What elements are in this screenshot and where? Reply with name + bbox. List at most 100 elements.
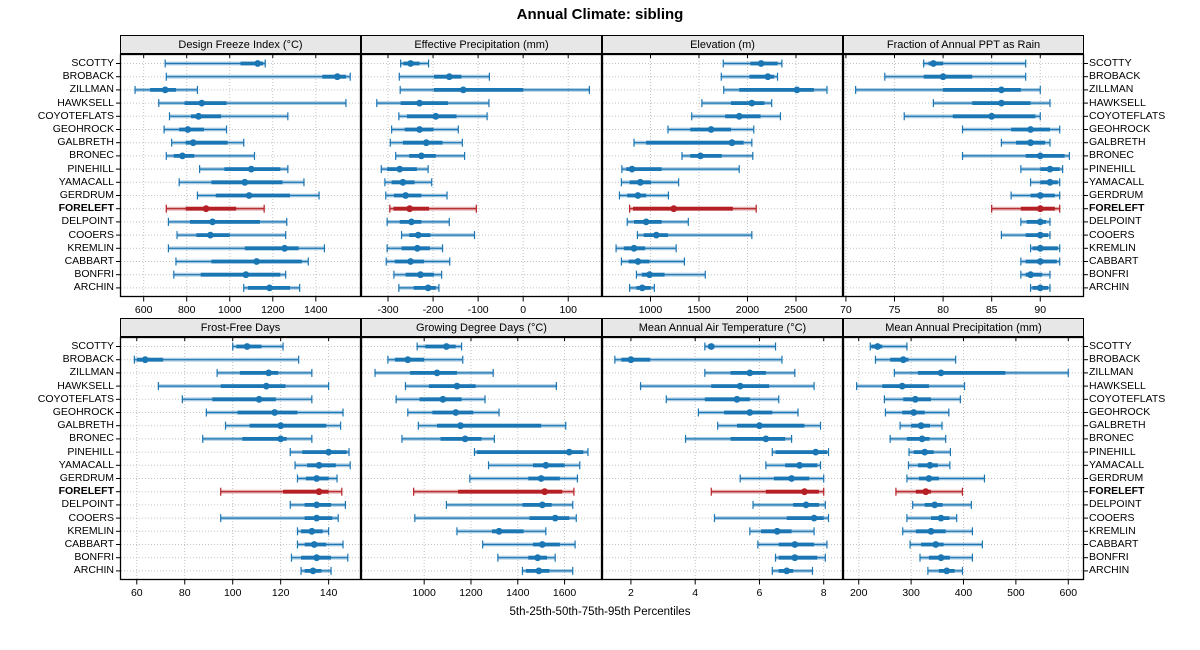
median-dot [927, 527, 935, 535]
median-dot [313, 501, 321, 509]
station-label: BROBACK [1089, 353, 1141, 366]
station-label: BRONEC [1089, 432, 1134, 445]
percentile-bar-BROBACK [720, 72, 779, 81]
station-label: DELPOINT [1089, 215, 1142, 228]
percentile-bar-FORELEFT [895, 487, 964, 496]
median-dot [646, 271, 653, 279]
median-dot [241, 178, 249, 186]
x-tick-label: 60 [131, 587, 143, 599]
percentile-bar-COYOTEFLATS [181, 395, 313, 404]
station-label: GERDRUM [1089, 472, 1144, 484]
median-dot [445, 73, 453, 81]
percentile-bar-KREMLIN [456, 527, 547, 536]
percentile-bar-ZILLMAN [134, 85, 199, 94]
percentile-bar-ZILLMAN [399, 85, 590, 94]
panel-strip-title: Elevation (m) [690, 38, 755, 51]
percentile-bar-YAMACALL [487, 461, 581, 470]
median-dot [746, 409, 754, 416]
median-dot [628, 165, 636, 173]
median-dot [333, 73, 341, 81]
median-dot [535, 567, 543, 575]
median-dot [277, 435, 285, 443]
percentile-bar-HAWKSELL [158, 99, 347, 108]
percentile-bar-ARCHIN [521, 566, 574, 575]
percentile-bar-BONFRI [774, 553, 826, 562]
median-dot [937, 554, 945, 562]
median-dot [414, 231, 422, 239]
panel-strip-title: Mean Annual Air Temperature (°C) [638, 321, 807, 334]
x-tick-label: 0 [520, 304, 526, 316]
median-dot [459, 86, 467, 94]
median-dot [313, 475, 321, 482]
x-tick-label: 1000 [412, 587, 436, 599]
median-dot [911, 395, 919, 403]
station-label: PINEHILL [67, 445, 114, 458]
median-dot [1036, 258, 1044, 265]
percentile-bar-YAMACALL [294, 461, 351, 470]
median-dot [926, 461, 934, 469]
median-dot [921, 448, 929, 456]
station-label: PINEHILL [1089, 445, 1136, 458]
station-label: GALBRETH [1089, 419, 1146, 432]
percentile-bar-PINEHILL [1020, 165, 1064, 174]
percentile-bar-FORELEFT [629, 204, 757, 213]
median-dot [277, 422, 285, 430]
percentile-bar-BONFRI [173, 270, 287, 279]
percentile-bar-ZILLMAN [216, 368, 313, 377]
median-dot [189, 139, 197, 147]
panel-border [842, 53, 1085, 298]
station-label: BRONEC [69, 149, 114, 162]
percentile-bar-COOERS [220, 514, 339, 523]
axis-caption: 5th-25th-50th-75th-95th Percentiles [509, 606, 691, 618]
percentile-bar-CABBART [175, 257, 309, 266]
median-dot [756, 422, 763, 430]
percentile-bar-HAWKSELL [376, 99, 490, 108]
median-dot [422, 139, 430, 147]
percentile-bar-HAWKSELL [404, 382, 557, 391]
station-label: ARCHIN [1089, 281, 1130, 294]
percentile-bar-HAWKSELL [157, 382, 330, 391]
percentile-bar-BRONEC [681, 151, 754, 160]
station-label: GERDRUM [59, 472, 114, 484]
percentile-bar-PINEHILL [771, 448, 830, 457]
x-tick-label: 100 [224, 587, 242, 599]
percentile-bar-PINEHILL [289, 448, 350, 457]
median-dot [255, 395, 263, 403]
percentile-bar-GERDRUM [196, 191, 320, 200]
percentile-bar-GEOHROCK [884, 408, 950, 417]
station-label: COOERS [1089, 228, 1135, 241]
percentile-bar-COYOTEFLATS [398, 112, 488, 121]
station-label: BROBACK [62, 70, 114, 83]
median-dot [209, 218, 216, 226]
median-dot [735, 112, 743, 120]
percentile-bar-ARCHIN [243, 283, 301, 292]
median-dot [406, 205, 414, 213]
percentile-bar-KREMLIN [749, 527, 815, 536]
panel-Elevation (m): 1000 1500 2000 2500 [601, 53, 844, 316]
median-dot [707, 343, 715, 350]
panel-strip: Mean Annual Air Temperature (°C) [602, 318, 843, 337]
median-dot [399, 178, 407, 186]
percentile-bar-GERDRUM [1010, 191, 1061, 200]
median-dot [313, 554, 321, 562]
median-dot [424, 284, 432, 292]
station-label: ZILLMAN [69, 83, 114, 96]
x-tick-label: 1200 [459, 587, 483, 599]
median-dot [313, 514, 321, 522]
station-label: FORELEFT [1089, 485, 1145, 498]
panel-strip: Fraction of Annual PPT as Rain [843, 35, 1084, 54]
panel-Fraction of Annual PPT as Rain: 70 75 80 85 90 [840, 53, 1088, 316]
median-dot [265, 369, 273, 377]
median-dot [309, 567, 317, 575]
station-label: SCOTTY [71, 340, 114, 352]
panel-border [119, 336, 362, 581]
percentile-bar-BRONEC [684, 434, 793, 443]
percentile-bar-PINEHILL [199, 165, 289, 174]
median-dot [408, 218, 415, 226]
x-tick-label: 400 [955, 587, 973, 599]
median-dot [202, 205, 210, 213]
median-dot [988, 112, 996, 120]
percentile-bar-SCOTTY [416, 342, 463, 351]
percentile-bar-KREMLIN [386, 244, 444, 253]
